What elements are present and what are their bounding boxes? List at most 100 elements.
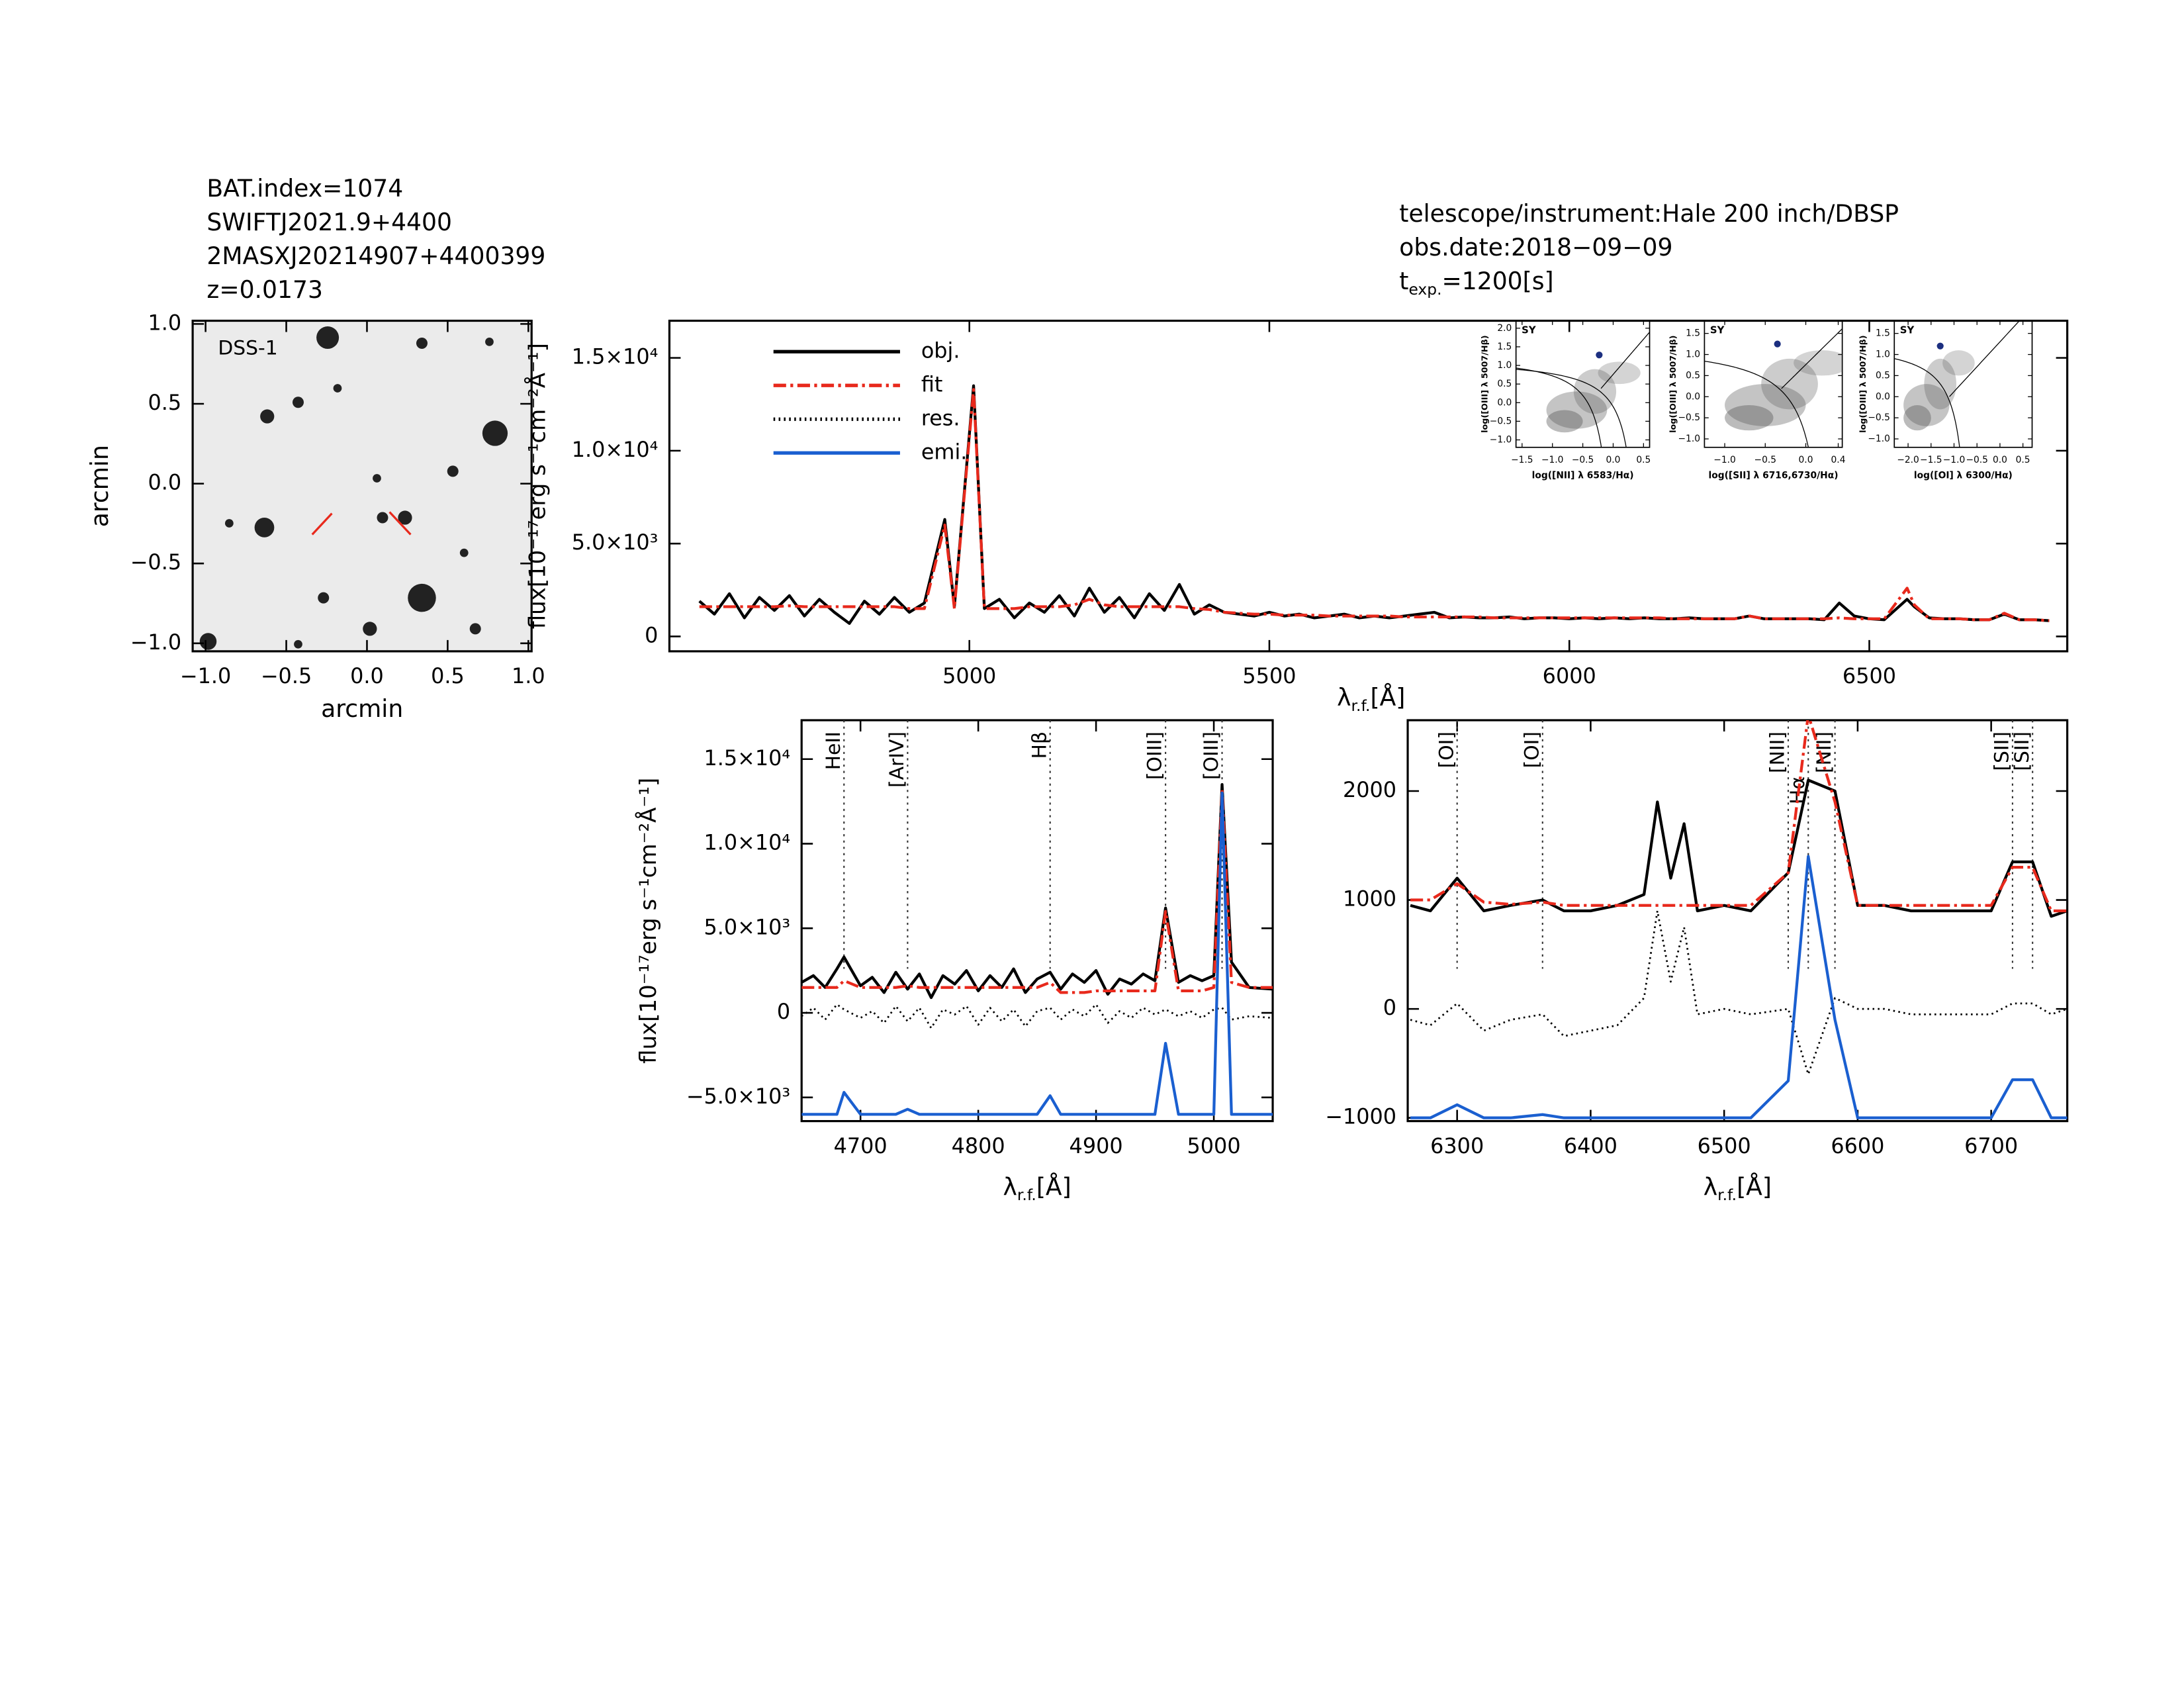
x-tick-label: 6400 [1564, 1133, 1617, 1158]
density-blob [1903, 384, 1950, 426]
x-label-symbol: λ [1003, 1173, 1017, 1201]
y-tick-label: 1000 [1343, 886, 1396, 912]
y-tick-label: 0.0 [1497, 397, 1512, 408]
demarcation-line [1894, 358, 1960, 447]
star [199, 633, 217, 650]
x-label-symbol: λ [1704, 1173, 1717, 1201]
star [469, 623, 481, 635]
y-tick-label: 0 [1383, 995, 1396, 1020]
series-line [1410, 855, 2068, 1119]
line-label: HeII [822, 731, 845, 770]
data-point [1774, 340, 1781, 348]
plot-frame [668, 319, 2069, 653]
y-tick-label: 5.0×10³ [572, 530, 659, 555]
panel-line: 4700 4800 4900 5000 −5.0×10³ 0 5.0×10³ 1.0×10⁴ 1… [635, 719, 1274, 1204]
density-blob [1546, 391, 1608, 429]
series-line [801, 788, 1273, 994]
y-tick-label: −1.0 [1678, 434, 1701, 444]
y-tick-label: 0.5 [148, 390, 181, 415]
line-label: [OI] [1435, 731, 1458, 768]
star [459, 548, 469, 557]
x-tick-label: 0.0 [1799, 455, 1813, 465]
x-tick-label: 5000 [942, 663, 996, 688]
series-line [1410, 720, 2068, 913]
y-tick-label: 1.5×10⁴ [572, 344, 659, 369]
target-marker [388, 511, 412, 536]
y-tick-label: −5.0×10³ [686, 1084, 790, 1109]
x-axis-label: log([OI] λ 6300/Hα) [1914, 470, 2013, 481]
x-label-subscript: r.f. [1717, 1186, 1737, 1204]
inset-title: SY [1522, 324, 1536, 336]
x-label-subscript: r.f. [1017, 1186, 1036, 1204]
y-tick-label: 0 [645, 622, 658, 647]
y-tick-label: 0.0 [1686, 391, 1700, 402]
density-blob [1598, 361, 1641, 385]
x-tick-label: −0.5 [261, 663, 312, 688]
header-line: BAT.index=1074 [206, 174, 403, 203]
star [292, 397, 304, 408]
x-tick-label: 6700 [1964, 1133, 2018, 1158]
header-line: 2MASXJ20214907+4400399 [206, 242, 545, 270]
density-blob [1573, 369, 1617, 414]
y-tick-label: −1.0 [1868, 434, 1890, 444]
y-tick-label: 0.5 [1876, 370, 1890, 381]
density [1725, 350, 1843, 431]
header-line: telescope/instrument:Hale 200 inch/DBSP [1399, 199, 1899, 228]
demarcation-line [1781, 328, 1843, 389]
exposure-text: =1200[s] [1442, 267, 1554, 295]
x-label-symbol: λ [1337, 683, 1351, 712]
y-tick-label: 0.0 [148, 470, 181, 495]
x-tick-label: 6000 [1543, 663, 1596, 688]
plot-frame [1893, 320, 2033, 448]
y-tick-label: 1.0 [148, 310, 181, 335]
y-tick-label: 0.0 [1876, 391, 1890, 402]
density [1546, 361, 1641, 433]
demarcation-line [1704, 361, 1809, 447]
y-tick-label: 1.0×10⁴ [572, 437, 659, 462]
header-line: obs.date:2018−09−09 [1399, 233, 1672, 261]
x-label-unit: [Å] [1036, 1173, 1071, 1201]
series-line [801, 1003, 1273, 1029]
y-axis-label: log([OIII] λ 5007/Hβ) [1858, 335, 1868, 432]
x-tick-label: 4800 [952, 1133, 1005, 1158]
series-line [699, 388, 2050, 622]
star [373, 474, 381, 483]
y-tick-label: −0.5 [1678, 412, 1701, 423]
x-tick-label: 0.5 [2016, 455, 2030, 465]
x-axis-label: log([SII] λ 6716,6730/Hα) [1709, 470, 1839, 481]
star [416, 338, 428, 350]
x-label-subscript: r.f. [1351, 696, 1371, 714]
star [408, 583, 436, 612]
x-tick-label: 0.5 [1636, 455, 1651, 465]
panel-scatter: −1.0 −0.5 0.0 0.4 −1.0 −0.5 0.0 0.5 1.0 1.5 SY log(… [1668, 320, 1846, 481]
line-label: [OIII] [1200, 731, 1223, 780]
density-blob [1903, 405, 1931, 431]
y-tick-label: −0.5 [1490, 416, 1512, 426]
series-line [1410, 910, 2068, 1076]
x-tick-label: 6600 [1831, 1133, 1884, 1158]
star [316, 326, 340, 350]
x-label-unit: [Å] [1737, 1173, 1772, 1201]
y-tick-label: 5.0×10³ [704, 914, 791, 939]
plot-frame [1704, 320, 1843, 448]
series-line [698, 384, 2050, 625]
y-tick-label: 0 [777, 999, 790, 1024]
y-tick-label: 1.0 [1876, 350, 1890, 360]
star [260, 409, 275, 424]
demarcation-line [1600, 332, 1650, 389]
density-blob [1794, 350, 1843, 376]
x-tick-label: 0.4 [1831, 455, 1846, 465]
x-axis-label: λr.f.[Å] [1003, 1173, 1071, 1204]
x-axis-label: log([NII] λ 6583/Hα) [1532, 470, 1634, 481]
plot-frame [191, 319, 533, 653]
x-axis-label: arcmin [321, 694, 403, 723]
star [318, 592, 330, 604]
y-axis-label: log([OIII] λ 5007/Hβ) [1668, 335, 1678, 432]
panel-line: 5000 5500 6000 6500 0 5.0×10³ 1.0×10⁴ 1.5×10⁴ ob… [523, 319, 2069, 714]
series-line [1410, 778, 2068, 918]
line-label: [ArIV] [886, 731, 909, 788]
y-tick-label: 1.0 [1497, 360, 1512, 371]
legend-label: res. [921, 405, 960, 430]
x-tick-label: 4900 [1069, 1133, 1123, 1158]
